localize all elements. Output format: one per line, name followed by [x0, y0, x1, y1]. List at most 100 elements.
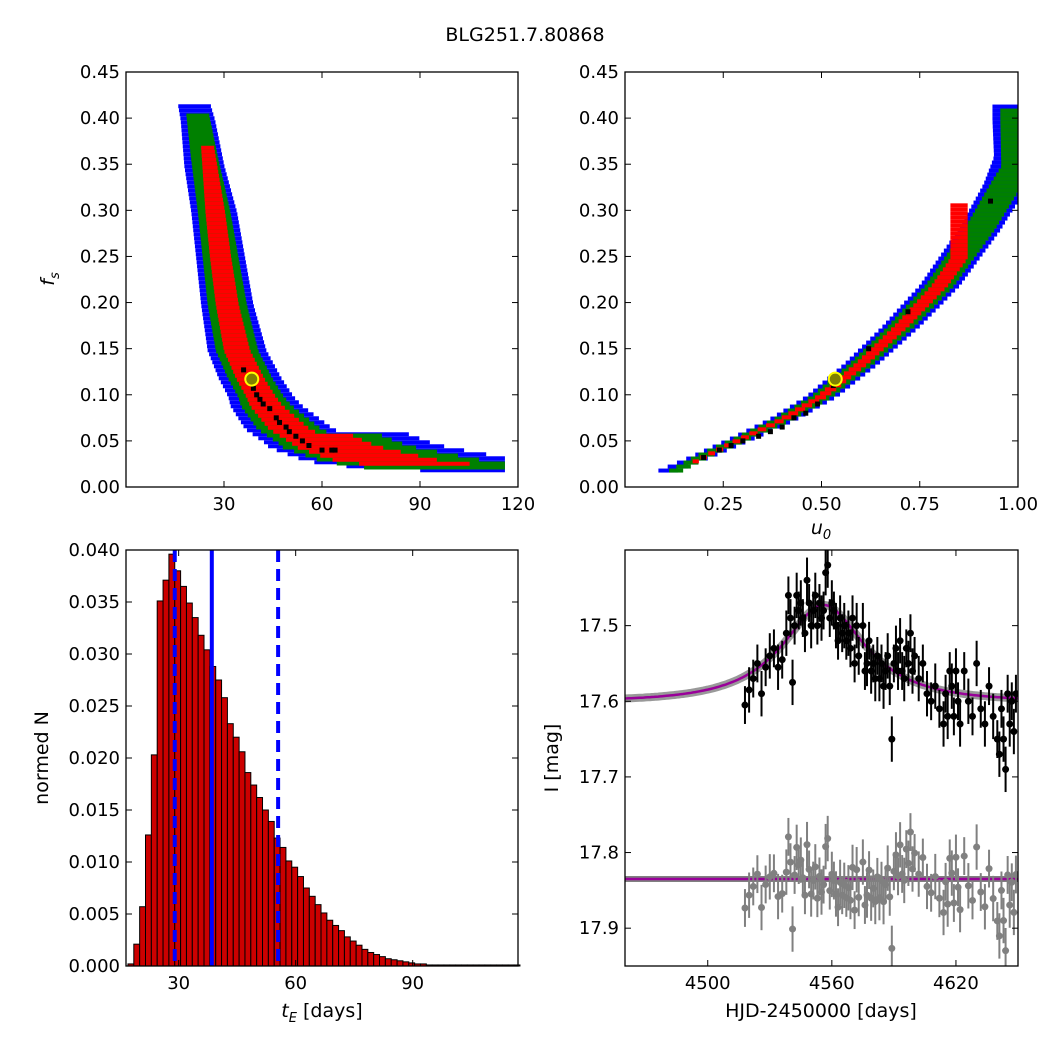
- residual-point: [911, 849, 919, 857]
- density-cell: [774, 419, 784, 424]
- y-tick-label: 0.10: [80, 385, 120, 406]
- histogram-bar: [379, 956, 386, 967]
- residual-point: [859, 858, 867, 866]
- density-cell: [683, 460, 699, 465]
- density-cell: [950, 247, 968, 252]
- histogram-bar: [197, 634, 205, 967]
- density-cell: [920, 295, 937, 300]
- data-point: [865, 637, 873, 645]
- density-core-cell: [277, 419, 283, 425]
- density-core-cell: [250, 385, 256, 391]
- density-cell: [970, 216, 1002, 221]
- histogram-bar: [267, 820, 275, 967]
- density-cell: [226, 353, 253, 358]
- data-point: [900, 675, 908, 683]
- data-point: [904, 659, 912, 667]
- histogram-bar: [150, 754, 158, 967]
- residual-point: [960, 852, 968, 860]
- density-core-cell: [767, 429, 773, 435]
- residual-point: [824, 835, 832, 843]
- density-cell: [202, 161, 217, 166]
- x-tick-label: 30: [213, 494, 236, 515]
- data-point: [911, 652, 919, 660]
- density-cell: [870, 347, 884, 352]
- y-axis-label: fs: [37, 272, 63, 286]
- density-cell: [233, 369, 261, 374]
- density-cell: [981, 196, 1014, 201]
- data-point: [995, 750, 1003, 758]
- density-cell: [676, 464, 691, 469]
- density-cell: [692, 459, 699, 464]
- x-tick-label: 30: [167, 973, 190, 994]
- residual-point: [935, 894, 943, 902]
- x-axis-label-subscript: 0: [823, 528, 831, 543]
- residual-point: [741, 904, 749, 912]
- density-cell: [359, 461, 470, 466]
- density-cell: [1000, 128, 1018, 133]
- data-point: [784, 591, 792, 599]
- density-core-cell: [306, 443, 312, 448]
- density-cell: [878, 339, 893, 344]
- data-point: [989, 712, 997, 720]
- density-cell: [808, 399, 820, 404]
- residual-point: [805, 865, 813, 873]
- data-point: [853, 622, 861, 630]
- residual-point: [1002, 947, 1010, 955]
- data-point: [774, 663, 782, 671]
- residual-point: [789, 925, 797, 933]
- residual-point: [884, 864, 892, 872]
- data-point: [745, 686, 753, 694]
- density-cell: [247, 397, 279, 402]
- density-cell: [757, 427, 767, 432]
- density-cell: [988, 184, 1018, 189]
- y-tick-label: 0.020: [68, 748, 120, 769]
- density-core: [701, 198, 993, 460]
- density-core-cell: [260, 401, 266, 407]
- density-cell: [208, 241, 230, 246]
- density-cell: [178, 108, 213, 113]
- density-cell: [212, 277, 235, 282]
- y-tick-label: 0.010: [68, 852, 120, 873]
- density-core-cell: [791, 415, 797, 421]
- density-core-cell: [905, 309, 911, 315]
- histogram-bar: [367, 951, 375, 967]
- density-core-cell: [299, 438, 305, 444]
- data-point: [758, 690, 766, 698]
- density-core-cell: [803, 410, 809, 416]
- x-tick-label: 60: [284, 973, 307, 994]
- histogram-bar: [215, 679, 223, 967]
- density-cell: [216, 305, 240, 310]
- density-cell: [950, 203, 968, 208]
- x-axis-label: HJD-2450000 [days]: [725, 1000, 917, 1022]
- x-tick-label: 4560: [809, 973, 855, 994]
- density-core-cell: [254, 392, 260, 398]
- residual-point: [896, 841, 904, 849]
- density-cell: [210, 261, 233, 266]
- residual-point: [919, 854, 927, 862]
- density-cell: [965, 224, 997, 229]
- data-point: [952, 667, 960, 675]
- residual-point: [1012, 871, 1018, 879]
- density-core-cell: [283, 424, 289, 430]
- y-tick-label: 17.9: [579, 918, 619, 939]
- density-cell: [309, 449, 401, 454]
- density-cell: [882, 335, 897, 340]
- histogram-bar: [285, 860, 293, 967]
- histogram-bar: [256, 797, 264, 967]
- density-cell: [209, 249, 231, 254]
- density-cell: [979, 200, 1012, 205]
- density-cell: [187, 125, 212, 130]
- best-fit-marker: [244, 371, 260, 387]
- density-core-cell: [987, 198, 993, 204]
- residual-point: [758, 904, 766, 912]
- x-tick-label: 1.00: [998, 494, 1038, 515]
- density-cell: [898, 319, 914, 324]
- density-cell: [960, 232, 992, 237]
- density-cell: [1001, 160, 1018, 165]
- density-cell: [955, 240, 986, 245]
- data-point: [803, 576, 811, 584]
- x-axis-label-subscript: E: [289, 1011, 298, 1026]
- density-cell: [205, 213, 226, 218]
- data-point: [1010, 728, 1018, 736]
- y-tick-label: 0.025: [68, 696, 120, 717]
